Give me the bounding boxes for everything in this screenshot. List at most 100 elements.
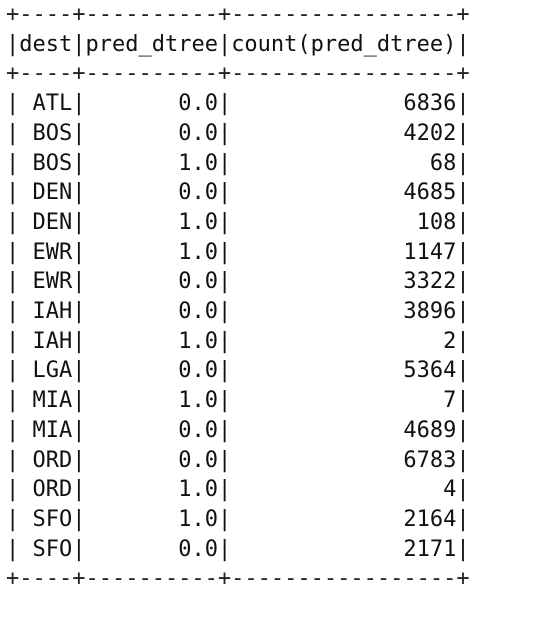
table-cell: 6836 (231, 91, 457, 117)
column-separator: | (456, 31, 470, 57)
table-row: | IAH| 0.0| 3896| (6, 297, 546, 327)
table-cell: 0.0 (85, 269, 218, 295)
column-separator: | (6, 120, 20, 146)
column-separator: | (456, 477, 470, 503)
table-cell: 1.0 (85, 506, 218, 532)
table-cell: IAH (19, 328, 73, 354)
column-separator: | (72, 209, 86, 235)
table-cell: 1.0 (85, 477, 218, 503)
column-separator: | (6, 477, 20, 503)
column-separator: | (456, 417, 470, 443)
table-cell: 1.0 (85, 328, 218, 354)
column-separator: | (217, 269, 232, 295)
table-cell: 0.0 (85, 120, 218, 146)
column-header: pred_dtree (85, 31, 218, 57)
column-separator: | (6, 388, 20, 414)
table-cell: 4689 (231, 417, 457, 443)
table-cell: 3322 (231, 269, 457, 295)
column-separator: | (6, 180, 20, 206)
table-cell: 2171 (231, 536, 457, 562)
table-cell: EWR (19, 239, 73, 265)
column-separator: | (72, 506, 86, 532)
table-row: | BOS| 1.0| 68| (6, 149, 546, 179)
column-separator: | (6, 239, 20, 265)
column-separator: | (72, 269, 86, 295)
column-separator: | (6, 209, 20, 235)
column-header: count(pred_dtree) (231, 31, 457, 57)
column-separator: | (456, 91, 470, 117)
column-separator: | (217, 150, 232, 176)
column-header: dest (19, 31, 73, 57)
column-separator: | (217, 120, 232, 146)
column-separator: | (6, 328, 20, 354)
table-cell: 4685 (231, 180, 457, 206)
table-cell: 2 (231, 328, 457, 354)
column-separator: | (72, 150, 86, 176)
table-cell: BOS (19, 150, 73, 176)
column-separator: | (217, 31, 232, 57)
table-cell: EWR (19, 269, 73, 295)
table-cell: 1.0 (85, 239, 218, 265)
table-cell: ORD (19, 447, 73, 473)
column-separator: | (217, 417, 232, 443)
table-cell: 108 (231, 209, 457, 235)
column-separator: | (217, 91, 232, 117)
column-separator: | (456, 269, 470, 295)
column-separator: | (6, 506, 20, 532)
table-row: | SFO| 1.0| 2164| (6, 505, 546, 535)
table-row: | DEN| 0.0| 4685| (6, 178, 546, 208)
table-cell: 68 (231, 150, 457, 176)
table-cell: MIA (19, 388, 73, 414)
table-row: | EWR| 1.0| 1147| (6, 238, 546, 268)
table-row: | ORD| 1.0| 4| (6, 475, 546, 505)
table-cell: 6783 (231, 447, 457, 473)
column-separator: | (72, 536, 86, 562)
column-separator: | (456, 180, 470, 206)
table-cell: SFO (19, 536, 73, 562)
column-separator: | (6, 31, 20, 57)
column-separator: | (6, 447, 20, 473)
results-table: +----+----------+-----------------+ |dest… (6, 0, 546, 594)
table-cell: 0.0 (85, 536, 218, 562)
table-cell: 1.0 (85, 209, 218, 235)
table-cell: 3896 (231, 299, 457, 325)
table-row: | IAH| 1.0| 2| (6, 327, 546, 357)
table-cell: 1147 (231, 239, 457, 265)
column-separator: | (217, 328, 232, 354)
table-cell: 4 (231, 477, 457, 503)
column-separator: | (72, 239, 86, 265)
column-separator: | (456, 150, 470, 176)
column-separator: | (217, 536, 232, 562)
column-separator: | (6, 150, 20, 176)
column-separator: | (6, 269, 20, 295)
column-separator: | (456, 209, 470, 235)
column-separator: | (6, 358, 20, 384)
table-header: |dest|pred_dtree|count(pred_dtree)| (6, 30, 546, 60)
table-row: | EWR| 0.0| 3322| (6, 267, 546, 297)
table-cell: 0.0 (85, 358, 218, 384)
table-border: +----+----------+-----------------+ (6, 61, 470, 87)
table-row: | ATL| 0.0| 6836| (6, 89, 546, 119)
column-separator: | (217, 447, 232, 473)
column-separator: | (72, 328, 86, 354)
column-separator: | (72, 358, 86, 384)
column-separator: | (217, 388, 232, 414)
table-cell: 0.0 (85, 417, 218, 443)
table-cell: DEN (19, 209, 73, 235)
table-border: +----+----------+-----------------+ (6, 566, 470, 592)
column-separator: | (456, 506, 470, 532)
table-cell: LGA (19, 358, 73, 384)
column-separator: | (217, 299, 232, 325)
terminal-output: +----+----------+-----------------+ |dest… (6, 0, 546, 625)
table-cell: ATL (19, 91, 73, 117)
table-row: | ORD| 0.0| 6783| (6, 446, 546, 476)
column-separator: | (72, 91, 86, 117)
column-separator: | (72, 477, 86, 503)
column-separator: | (6, 91, 20, 117)
table-cell: 2164 (231, 506, 457, 532)
table-cell: ORD (19, 477, 73, 503)
column-separator: | (456, 388, 470, 414)
table-cell: SFO (19, 506, 73, 532)
column-separator: | (6, 417, 20, 443)
column-separator: | (72, 120, 86, 146)
